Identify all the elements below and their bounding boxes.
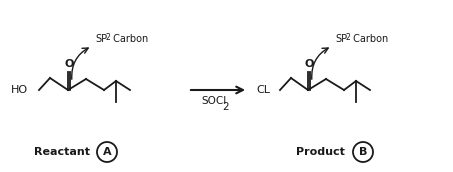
Text: B: B [359, 147, 367, 157]
Text: 2: 2 [106, 33, 111, 42]
Text: O: O [64, 59, 74, 69]
Text: A: A [103, 147, 111, 157]
Text: 2: 2 [346, 33, 351, 42]
Text: HO: HO [11, 85, 28, 95]
Text: 2: 2 [223, 102, 229, 112]
Text: CL: CL [256, 85, 270, 95]
Text: Reactant: Reactant [34, 147, 90, 157]
Text: O: O [304, 59, 313, 69]
Text: SOCl: SOCl [202, 96, 226, 106]
Text: Carbon: Carbon [110, 34, 148, 44]
Text: Product: Product [295, 147, 344, 157]
Text: Carbon: Carbon [350, 34, 388, 44]
Text: SP: SP [335, 34, 347, 44]
Text: SP: SP [95, 34, 107, 44]
